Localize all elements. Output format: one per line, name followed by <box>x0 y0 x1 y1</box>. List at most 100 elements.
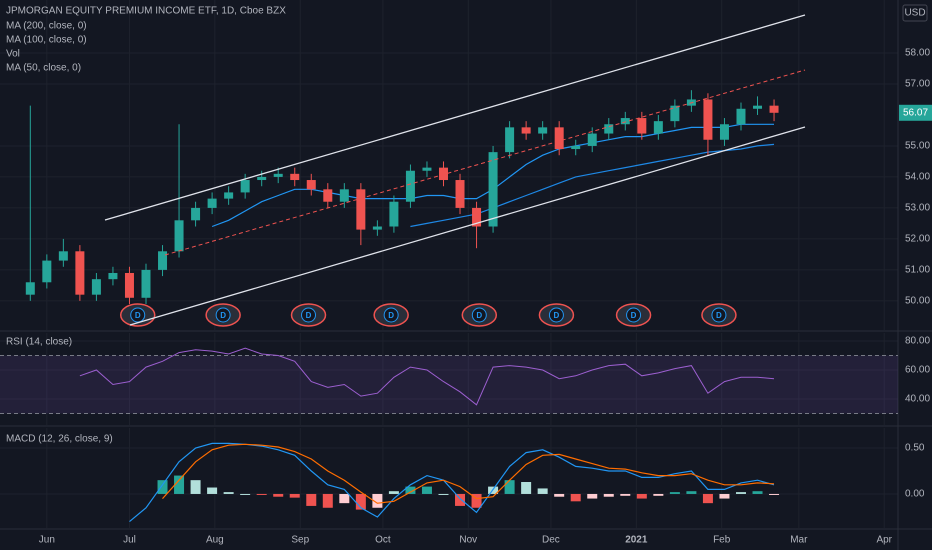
candle-body <box>207 198 217 208</box>
candle-body <box>554 127 564 150</box>
histogram-bar <box>388 491 399 494</box>
y-tick-label: 0.50 <box>905 443 925 454</box>
y-tick-label: 54.00 <box>905 172 930 183</box>
last-price: 56.07 <box>903 107 928 118</box>
candle-body <box>488 152 498 227</box>
dividend-badge <box>626 307 642 323</box>
x-tick-label: Oct <box>375 535 391 546</box>
candle-body <box>472 207 482 227</box>
dividend-label: D <box>388 311 394 320</box>
histogram-bar <box>471 493 482 508</box>
histogram-bar <box>372 493 383 508</box>
x-tick-label: Jun <box>39 535 55 546</box>
histogram-bar <box>636 493 647 499</box>
histogram-bar <box>554 493 565 497</box>
candle-body <box>703 99 713 140</box>
last-price-box <box>899 104 932 121</box>
candle-body <box>653 121 663 134</box>
candle-body <box>124 272 134 298</box>
histogram-bar <box>719 493 730 499</box>
channel-lower <box>129 126 806 326</box>
histogram-bar <box>735 492 746 494</box>
candle-body <box>670 105 680 122</box>
candle-body <box>604 124 614 134</box>
histogram-bar <box>769 493 780 495</box>
histogram-bar <box>653 493 664 496</box>
candle-body <box>339 189 349 202</box>
dividend-label: D <box>476 311 482 320</box>
x-tick-label: Feb <box>713 535 731 546</box>
dividend-badge <box>130 307 146 323</box>
y-tick-label: 55.00 <box>905 141 930 152</box>
candle-body <box>306 180 316 190</box>
histogram-bar <box>587 493 598 499</box>
channel-upper <box>104 14 806 221</box>
candle-body <box>42 260 52 283</box>
dividend-badge <box>471 307 487 323</box>
dividend-badge <box>383 307 399 323</box>
legend-item: MA (200, close, 0) <box>6 21 87 32</box>
y-tick-label: 52.00 <box>905 234 930 245</box>
plot: 50.00 51.00 52.00 53.00 54.00 55.00 57.00 58.00… <box>0 48 932 546</box>
candle-body <box>108 272 118 280</box>
candle-body <box>719 124 729 140</box>
histogram-bar <box>306 493 317 506</box>
candle-body <box>389 201 399 227</box>
candle-body <box>438 167 448 181</box>
channel-mid <box>164 69 806 256</box>
line <box>162 443 775 504</box>
y-tick-label: 60.00 <box>905 365 930 376</box>
x-tick-label: Dec <box>542 535 560 546</box>
histogram-bar <box>521 482 532 494</box>
dividend-badge <box>548 307 564 323</box>
candle-body <box>240 180 250 193</box>
histogram-bar <box>339 493 350 504</box>
histogram-bar <box>702 493 713 504</box>
histogram-bar <box>421 486 432 494</box>
histogram-bar <box>752 491 763 494</box>
histogram-bar <box>256 493 267 495</box>
candle-body <box>158 251 168 270</box>
dividend-label: D <box>220 311 226 320</box>
legend-item: Vol <box>6 49 20 60</box>
dividend-badge <box>301 307 317 323</box>
x-tick-label: Aug <box>206 535 224 546</box>
x-tick-label: Nov <box>459 535 477 546</box>
candle-body <box>505 127 515 153</box>
line <box>79 347 775 406</box>
candle-body <box>257 176 267 181</box>
histogram-bar <box>322 493 333 508</box>
rsi-title: RSI (14, close) <box>6 337 72 348</box>
candle-body <box>224 192 234 199</box>
candle-body <box>571 145 581 150</box>
dividend-label: D <box>554 311 560 320</box>
candle-body <box>174 220 184 252</box>
candle-body <box>25 282 35 295</box>
dividend-badge <box>215 307 231 323</box>
candle-body <box>422 167 432 171</box>
histogram-bar <box>537 488 548 494</box>
histogram-bar <box>669 492 680 494</box>
currency-button[interactable] <box>902 4 928 22</box>
histogram-bar <box>603 493 614 497</box>
histogram-bar <box>620 493 631 496</box>
candle-body <box>323 189 333 202</box>
candle-body <box>405 170 415 202</box>
y-tick-label: 51.00 <box>905 265 930 276</box>
x-tick-label: Jul <box>123 535 136 546</box>
candle-body <box>538 127 548 134</box>
histogram-bar <box>438 493 449 495</box>
line <box>410 143 775 228</box>
y-tick-label: 40.00 <box>905 394 930 405</box>
histogram-bar <box>686 491 697 494</box>
y-tick-label: 53.00 <box>905 203 930 214</box>
y-tick-label: 58.00 <box>905 48 930 59</box>
candle-body <box>753 105 763 109</box>
candle-body <box>273 173 283 177</box>
currency[interactable]: USD <box>904 8 925 19</box>
histogram-bar <box>207 487 218 494</box>
candle-body <box>75 251 85 295</box>
histogram-bar <box>289 493 300 498</box>
dividend-label: D <box>631 311 637 320</box>
